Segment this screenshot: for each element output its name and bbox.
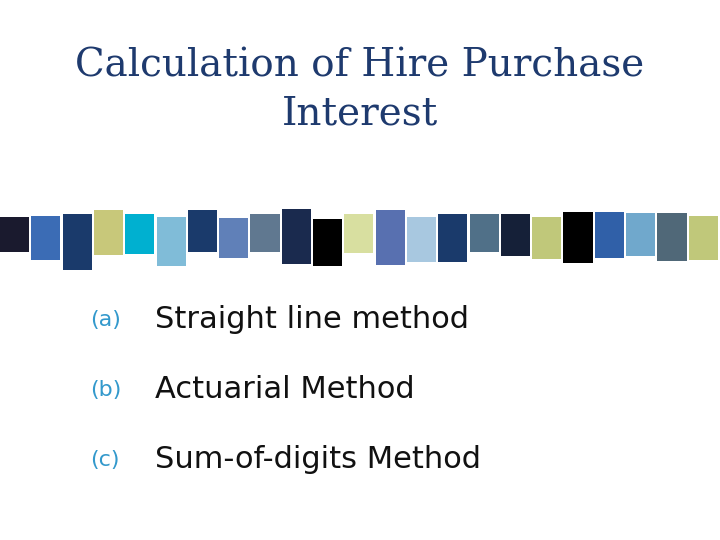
Bar bbox=[407, 217, 436, 262]
Text: Actuarial Method: Actuarial Method bbox=[155, 375, 415, 404]
Bar bbox=[532, 218, 562, 259]
Bar bbox=[31, 216, 60, 260]
Bar bbox=[501, 214, 530, 256]
Bar bbox=[657, 213, 686, 261]
Bar bbox=[251, 213, 279, 252]
Bar bbox=[94, 210, 123, 255]
Bar bbox=[0, 217, 29, 252]
Bar bbox=[188, 210, 217, 252]
Bar bbox=[626, 213, 655, 256]
Bar bbox=[156, 217, 186, 266]
Bar bbox=[282, 209, 311, 264]
Bar bbox=[125, 214, 154, 254]
Bar bbox=[469, 214, 499, 252]
Bar bbox=[564, 212, 593, 263]
Text: Sum-of-digits Method: Sum-of-digits Method bbox=[155, 446, 481, 475]
Bar bbox=[595, 212, 624, 259]
Bar bbox=[313, 219, 342, 266]
Bar bbox=[438, 214, 467, 262]
Bar bbox=[63, 214, 91, 270]
Bar bbox=[376, 211, 405, 265]
Bar bbox=[689, 216, 718, 260]
Bar bbox=[344, 214, 374, 253]
Text: Straight line method: Straight line method bbox=[155, 306, 469, 334]
Bar bbox=[219, 218, 248, 258]
Text: Calculation of Hire Purchase
Interest: Calculation of Hire Purchase Interest bbox=[76, 47, 644, 133]
Text: (a): (a) bbox=[90, 310, 121, 330]
Text: (b): (b) bbox=[90, 380, 122, 400]
Text: (c): (c) bbox=[90, 450, 120, 470]
